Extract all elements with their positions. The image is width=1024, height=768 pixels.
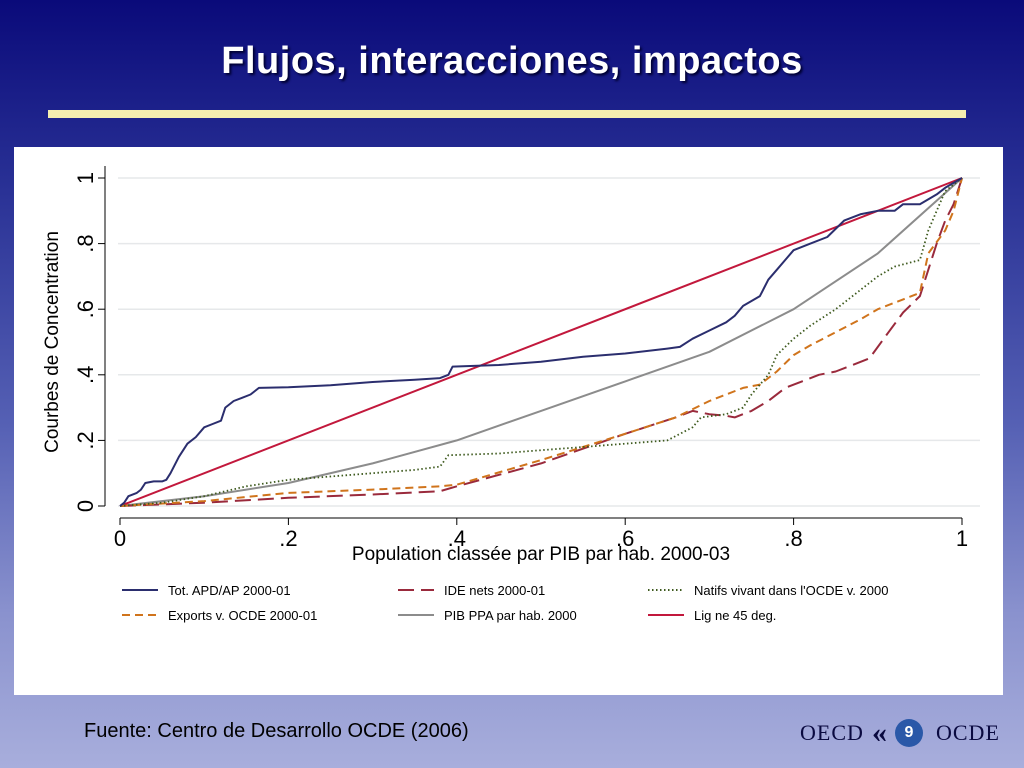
series-line-5 (119, 177, 963, 507)
x-tick-label-1: .2 (279, 526, 297, 551)
slide-title: Flujos, interacciones, impactos (221, 40, 803, 82)
legend-label-0: Tot. APD/AP 2000-01 (168, 583, 291, 598)
legend-label-3: Exports v. OCDE 2000-01 (168, 608, 317, 623)
legend-label-1: IDE nets 2000-01 (444, 583, 545, 598)
series-line-1 (119, 177, 963, 507)
logo-text-left: OECD (800, 720, 864, 745)
series-line-3 (119, 177, 963, 507)
series-line-0 (119, 177, 963, 507)
legend-label-2: Natifs vivant dans l'OCDE v. 2000 (694, 583, 888, 598)
y-tick-label-2: .4 (73, 366, 98, 384)
concentration-chart: 0 .2 .4 .6 .8 1 0 .2 .4 .6 .8 1 Population classée p… (42, 166, 980, 623)
legend-label-5: Lig ne 45 deg. (694, 608, 776, 623)
y-axis-label: Courbes de Concentration (42, 231, 63, 453)
y-tick-label-3: .6 (73, 300, 98, 318)
page-number-badge: 9 (895, 719, 923, 747)
series-line-2 (119, 177, 963, 507)
x-tick-label-2: .4 (448, 526, 466, 551)
legend-label-4: PIB PPA par hab. 2000 (444, 608, 577, 623)
source-footer: Fuente: Centro de Desarrollo OCDE (2006) (84, 720, 469, 742)
chevron-logo-icon: « (872, 716, 887, 749)
title-underline (48, 110, 966, 118)
y-tick-label-4: .8 (73, 234, 98, 252)
x-tick-label-3: .6 (616, 526, 634, 551)
logo-text-right: OCDE (936, 720, 1000, 745)
oecd-logo: OECD « 9 OCDE (800, 714, 1010, 750)
chart-panel: 0 .2 .4 .6 .8 1 0 .2 .4 .6 .8 1 Population classée p… (14, 147, 1003, 695)
y-tick-label-5: 1 (73, 172, 98, 184)
x-tick-label-0: 0 (114, 526, 126, 551)
x-tick-label-4: .8 (784, 526, 802, 551)
y-tick-label-1: .2 (73, 431, 98, 449)
y-tick-label-0: 0 (73, 500, 98, 512)
x-tick-label-5: 1 (956, 526, 968, 551)
x-axis-label: Population classée par PIB par hab. 2000… (352, 544, 730, 565)
series-line-4 (119, 177, 963, 507)
